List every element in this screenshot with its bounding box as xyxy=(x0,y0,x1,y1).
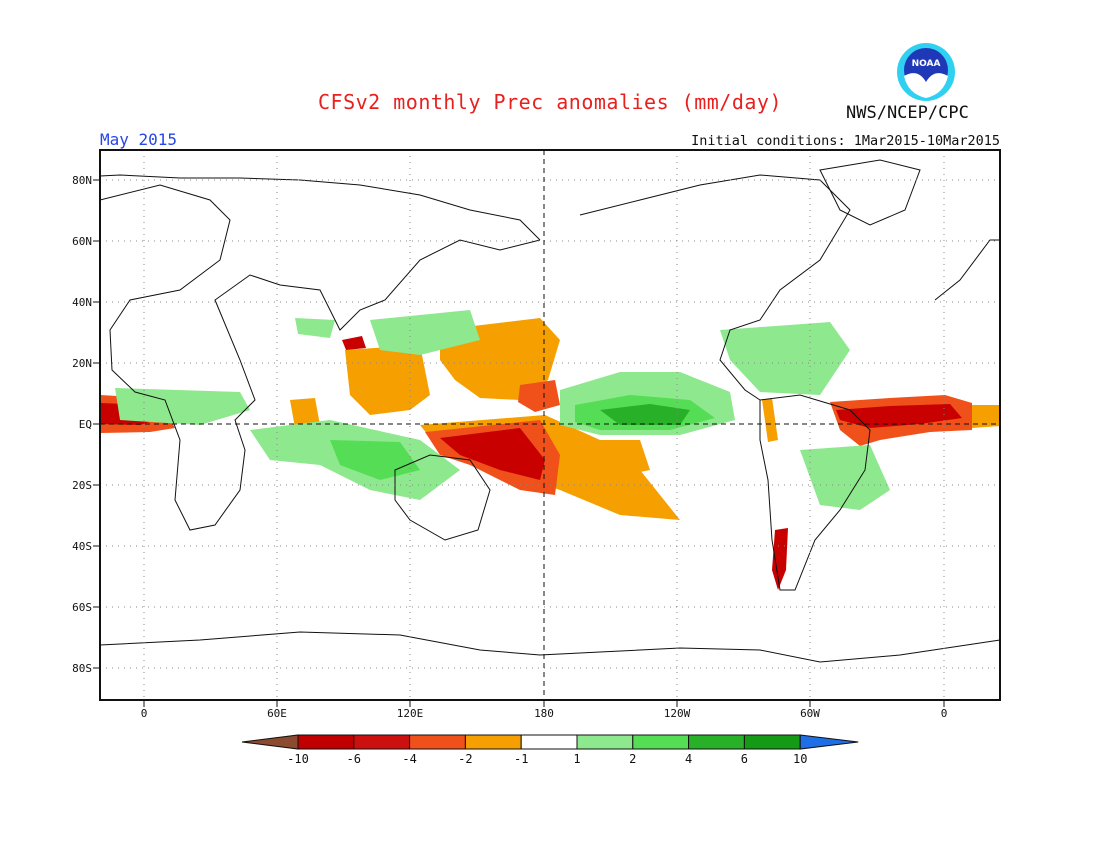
colorbar-label: -10 xyxy=(287,752,309,766)
dry-band-atlantic-east xyxy=(972,405,1000,428)
colorbar-label: -2 xyxy=(458,752,472,766)
lon-label: 180 xyxy=(534,707,554,720)
colorbar-label: 10 xyxy=(793,752,807,766)
colorbar-swatch xyxy=(688,734,745,750)
colorbar-label: 2 xyxy=(629,752,636,766)
colorbar-swatch xyxy=(520,734,578,750)
dry-core-bay-bengal xyxy=(342,336,366,350)
dry-weak-indian xyxy=(290,398,320,428)
lon-label: 0 xyxy=(141,707,148,720)
wet-weak-west-pacific-north xyxy=(370,310,480,355)
coast-greenland xyxy=(819,159,921,226)
colorbar-label: 4 xyxy=(685,752,692,766)
lat-label: 60S xyxy=(72,601,92,614)
coast-asia-north xyxy=(99,174,541,241)
map-frame xyxy=(99,149,1001,701)
lon-label: 120E xyxy=(397,707,424,720)
longitude-labels: 0 60E 120E 180 120W 60W 0 xyxy=(141,707,948,720)
latitude-labels: 80N 60N 40N 20N EQ 20S 40S 60S 80S xyxy=(72,174,92,675)
dry-weak-west-pacific xyxy=(345,345,430,415)
wet-med-indian-south xyxy=(330,440,420,480)
colorbar-label: 1 xyxy=(573,752,580,766)
lon-label: 60W xyxy=(800,707,820,720)
forecast-month: May 2015 xyxy=(100,130,178,149)
logo-text: NOAA xyxy=(912,59,941,69)
coast-australia xyxy=(394,454,491,541)
coastlines xyxy=(99,159,1001,663)
colorbar-swatch xyxy=(743,734,801,750)
wet-weak-brazil xyxy=(800,445,890,510)
coast-africa-europe xyxy=(99,184,541,531)
coast-europe-west xyxy=(934,239,1000,301)
coast-antarctica xyxy=(99,631,1001,663)
graticule xyxy=(100,150,1000,700)
colorbar-swatch xyxy=(632,734,690,750)
lat-label: 40N xyxy=(72,296,92,309)
colorbar-label: 6 xyxy=(741,752,748,766)
wet-weak-india-north xyxy=(295,318,335,338)
colorbar-swatch xyxy=(409,734,466,750)
lon-label: 60E xyxy=(267,707,287,720)
colorbar-swatch xyxy=(464,734,522,750)
colorbar-arrow-low xyxy=(241,734,299,750)
colorbar-label: -4 xyxy=(402,752,416,766)
dry-core-spcz xyxy=(440,428,545,480)
dry-weak-subtropical-pacific xyxy=(585,440,650,475)
map-panel: 80N 60N 40N 20N EQ 20S 40S 60S 80S 0 60E… xyxy=(72,149,1001,720)
lat-label: 80S xyxy=(72,662,92,675)
tick-marks xyxy=(93,179,945,707)
dry-core-patagonia xyxy=(772,528,788,590)
anomaly-shading xyxy=(100,310,1000,590)
lat-label: EQ xyxy=(79,418,92,431)
wet-weak-atlantic-north xyxy=(720,322,850,395)
dry-core-south-america xyxy=(836,404,962,428)
wet-strong-east-pacific xyxy=(600,404,690,425)
wet-weak-africa xyxy=(115,388,250,425)
colorbar-swatch xyxy=(576,734,634,750)
lat-label: 40S xyxy=(72,540,92,553)
dry-weak-andes xyxy=(762,398,778,442)
coast-north-america xyxy=(579,174,851,401)
colorbar-swatch xyxy=(297,734,355,750)
map-title: CFSv2 monthly Prec anomalies (mm/day) xyxy=(317,90,783,114)
lat-label: 20S xyxy=(72,479,92,492)
agency-label: NWS/NCEP/CPC xyxy=(846,103,969,123)
equator-dateline xyxy=(100,150,1000,700)
colorbar-label: -6 xyxy=(347,752,361,766)
colorbar-swatch xyxy=(353,734,411,750)
colorbar-label: -1 xyxy=(514,752,528,766)
lat-label: 80N xyxy=(72,174,92,187)
initial-conditions: Initial conditions: 1Mar2015-10Mar2015 xyxy=(691,133,1000,149)
lon-label: 120W xyxy=(664,707,691,720)
lat-label: 20N xyxy=(72,357,92,370)
lon-label: 0 xyxy=(941,707,948,720)
noaa-logo: NOAA xyxy=(897,43,955,101)
colorbar: -10 -6 -4 -2 -1 1 2 4 6 10 xyxy=(241,734,859,766)
lat-label: 60N xyxy=(72,235,92,248)
dry-med-central-pacific-north xyxy=(518,380,560,412)
colorbar-arrow-high xyxy=(799,734,859,750)
coast-south-america xyxy=(759,394,871,591)
